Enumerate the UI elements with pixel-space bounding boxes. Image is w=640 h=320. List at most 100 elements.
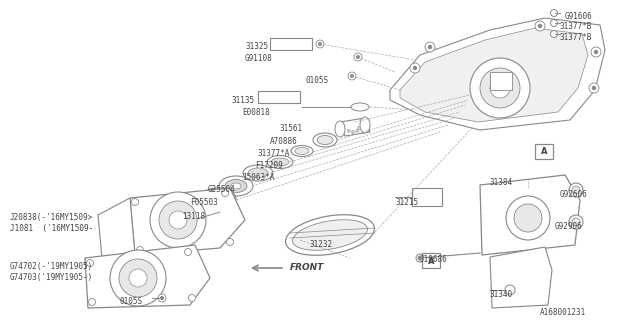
Ellipse shape [360, 117, 370, 133]
Circle shape [131, 198, 138, 205]
Circle shape [490, 78, 510, 98]
Ellipse shape [248, 168, 268, 178]
Text: 31215: 31215 [396, 198, 419, 207]
Circle shape [159, 201, 197, 239]
Text: G25504: G25504 [208, 185, 236, 194]
Polygon shape [490, 247, 552, 308]
Circle shape [538, 24, 542, 28]
Ellipse shape [271, 158, 289, 166]
Circle shape [136, 246, 143, 253]
Bar [270, 38, 312, 50]
Text: 15063*A: 15063*A [242, 173, 275, 182]
Text: FRONT: FRONT [290, 263, 324, 273]
Circle shape [351, 75, 353, 77]
Circle shape [358, 126, 360, 130]
Polygon shape [390, 18, 605, 130]
Circle shape [189, 294, 195, 301]
Circle shape [592, 86, 596, 90]
Text: G74703('19MY1905-): G74703('19MY1905-) [10, 273, 93, 282]
Text: E00818: E00818 [242, 108, 269, 117]
Circle shape [591, 47, 601, 57]
Circle shape [184, 249, 191, 255]
Circle shape [348, 129, 350, 132]
Text: 31325: 31325 [245, 42, 268, 51]
Circle shape [535, 21, 545, 31]
Polygon shape [340, 118, 370, 136]
Polygon shape [85, 245, 210, 308]
Ellipse shape [335, 121, 345, 137]
Polygon shape [480, 175, 580, 255]
Circle shape [356, 129, 359, 132]
Circle shape [569, 215, 583, 229]
Text: J1081  ('16MY1509-: J1081 ('16MY1509- [10, 224, 93, 233]
Circle shape [316, 40, 324, 48]
Text: 31561: 31561 [280, 124, 303, 133]
Circle shape [119, 259, 157, 297]
Ellipse shape [295, 148, 309, 155]
Text: G91108: G91108 [245, 54, 273, 63]
Text: J10686: J10686 [420, 255, 448, 264]
Circle shape [86, 260, 93, 267]
Circle shape [589, 83, 599, 93]
Polygon shape [98, 198, 135, 270]
Circle shape [594, 50, 598, 54]
Ellipse shape [219, 176, 253, 196]
Circle shape [319, 43, 321, 45]
Circle shape [506, 196, 550, 240]
Text: 31377*A: 31377*A [258, 149, 291, 158]
Ellipse shape [285, 215, 374, 255]
Ellipse shape [243, 165, 273, 181]
Circle shape [348, 72, 356, 80]
Bar [422, 253, 440, 268]
Ellipse shape [292, 220, 367, 250]
Circle shape [169, 211, 187, 229]
Text: 31377*B: 31377*B [560, 33, 593, 42]
Ellipse shape [200, 188, 236, 210]
Circle shape [572, 218, 580, 226]
Polygon shape [400, 28, 588, 122]
Circle shape [227, 238, 234, 245]
Text: A: A [428, 257, 435, 266]
Circle shape [550, 10, 557, 17]
Text: 31232: 31232 [310, 240, 333, 249]
Text: G91606: G91606 [565, 12, 593, 21]
Ellipse shape [231, 183, 241, 189]
Circle shape [428, 45, 432, 49]
Ellipse shape [313, 133, 337, 147]
Text: 31377*B: 31377*B [560, 22, 593, 31]
Text: G92606: G92606 [560, 190, 588, 199]
Text: G74702(-'19MY1905): G74702(-'19MY1905) [10, 262, 93, 271]
Circle shape [572, 186, 580, 194]
Circle shape [569, 183, 583, 197]
Circle shape [505, 285, 515, 295]
Circle shape [410, 63, 420, 73]
Ellipse shape [267, 156, 293, 169]
Circle shape [129, 269, 147, 287]
Text: A70886: A70886 [270, 137, 298, 146]
Circle shape [221, 189, 228, 196]
Text: 13118: 13118 [182, 212, 205, 221]
Circle shape [161, 297, 163, 300]
Ellipse shape [317, 135, 333, 145]
Circle shape [425, 42, 435, 52]
Circle shape [413, 66, 417, 70]
Circle shape [354, 53, 362, 61]
Ellipse shape [351, 103, 369, 111]
Circle shape [550, 30, 557, 37]
Ellipse shape [206, 192, 230, 206]
Circle shape [88, 299, 95, 306]
Circle shape [550, 20, 557, 27]
Ellipse shape [291, 146, 313, 156]
Text: J20838(-'16MY1509>: J20838(-'16MY1509> [10, 213, 93, 222]
Circle shape [418, 256, 422, 260]
Circle shape [110, 250, 166, 306]
Circle shape [470, 58, 530, 118]
Circle shape [158, 294, 166, 302]
Bar [490, 72, 512, 90]
Text: 31135: 31135 [232, 96, 255, 105]
Text: 0105S: 0105S [120, 297, 143, 306]
Text: F17209: F17209 [255, 161, 283, 170]
Circle shape [480, 68, 520, 108]
Circle shape [416, 254, 424, 262]
Text: G92906: G92906 [555, 222, 583, 231]
